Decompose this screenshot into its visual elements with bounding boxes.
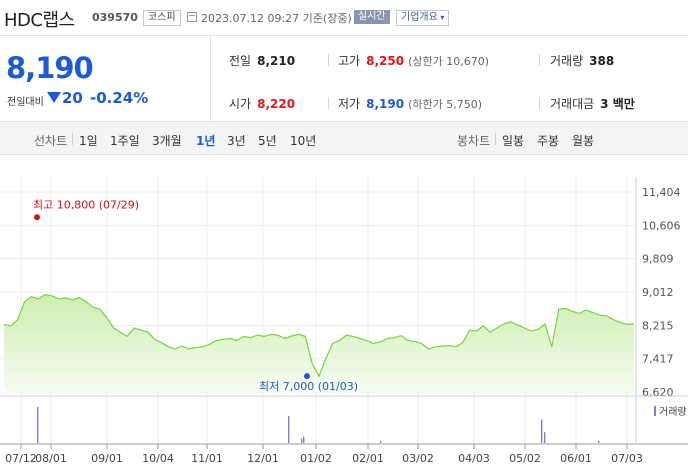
prev-close-value: 8,210 [257, 54, 295, 68]
x-tick-label: 04/03 [458, 452, 490, 465]
volume-value: 388 [589, 54, 614, 68]
candle-daily[interactable]: 일봉 [502, 132, 524, 149]
toolbar-divider [72, 133, 73, 145]
volume-bar [288, 416, 289, 443]
chevron-down-icon: ▾ [438, 13, 445, 22]
y-tick-label: 9,012 [642, 286, 674, 299]
low-value: 8,190 [366, 97, 404, 111]
y-tick-label: 8,215 [642, 319, 674, 332]
trade-value-value: 3 백만 [600, 97, 635, 111]
y-tick-label: 10,606 [642, 219, 681, 232]
x-tick-label: 08/01 [35, 452, 67, 465]
trade-value: 거래대금 3 백만 [550, 95, 635, 112]
candle-weekly[interactable]: 주봉 [537, 132, 559, 149]
low-price: 저가 8,190 (하한가 5,750) [338, 95, 482, 112]
period-5y[interactable]: 5년 [258, 132, 277, 149]
candle-monthly[interactable]: 월봉 [572, 132, 594, 149]
x-tick-label: 01/02 [300, 452, 332, 465]
period-10y[interactable]: 10년 [290, 132, 316, 149]
cell-divider [539, 97, 540, 109]
prev-close: 전일 8,210 [229, 52, 295, 69]
high-annotation: 최고 10,800 (07/29) [33, 198, 139, 211]
open-value: 8,220 [257, 97, 295, 111]
period-3y[interactable]: 3년 [227, 132, 246, 149]
company-info-label: 기업개요 [401, 12, 438, 23]
current-price: 8,190 [6, 51, 93, 85]
volume-legend-swatch [654, 406, 656, 416]
low-marker [304, 373, 310, 379]
y-tick-label: 7,417 [642, 353, 674, 366]
stock-name: HDC랩스 [4, 6, 75, 32]
volume-legend-label: 거래량 [659, 406, 687, 418]
x-tick-label: 07/12 [5, 452, 37, 465]
candle-chart-label: 봉차트 [457, 132, 490, 149]
price-chart: 11,404 10,606 9,809 9,012 8,215 7,417 6,620 07/… [0, 155, 688, 472]
stock-code: 039570 [92, 11, 138, 24]
trade-value-label: 거래대금 [550, 97, 594, 111]
high-marker [34, 214, 40, 220]
volume-label: 거래량 [550, 54, 583, 68]
volume-bar [541, 420, 542, 443]
upper-limit: (상한가 10,670) [408, 55, 489, 68]
cell-divider [328, 97, 329, 109]
high-value: 8,250 [366, 54, 404, 68]
volume-bar [544, 432, 545, 443]
volume: 거래량 388 [550, 52, 614, 69]
down-arrow-icon [47, 92, 61, 103]
x-tick-label: 05/02 [509, 452, 541, 465]
stock-header: HDC랩스 039570 코스피 2023.07.12 09:27 기준(장중)… [0, 0, 688, 36]
low-label: 저가 [338, 97, 360, 111]
x-tick-label: 09/01 [91, 452, 123, 465]
volume-bar [303, 437, 304, 443]
period-1y[interactable]: 1년 [196, 132, 215, 149]
toolbar-divider [495, 133, 496, 145]
price-chart-svg: 11,404 10,606 9,809 9,012 8,215 7,417 6,620 07/… [0, 155, 688, 472]
high-price: 고가 8,250 (상한가 10,670) [338, 52, 489, 69]
low-annotation: 최저 7,000 (01/03) [259, 380, 358, 393]
line-chart-label: 선차트 [34, 132, 67, 149]
x-tick-label: 02/01 [352, 452, 384, 465]
volume-bar [301, 439, 302, 443]
realtime-button[interactable]: 실시간 [354, 10, 390, 24]
volume-bar [380, 441, 381, 443]
x-tick-label: 10/04 [142, 452, 174, 465]
cell-divider [328, 54, 329, 66]
volume-bar [598, 441, 599, 443]
company-info-dropdown[interactable]: 기업개요 ▾ [396, 10, 449, 26]
y-tick-label: 6,620 [642, 386, 674, 399]
cell-divider [539, 54, 540, 66]
period-1d[interactable]: 1일 [79, 132, 98, 149]
period-1w[interactable]: 1주일 [110, 132, 140, 149]
prev-close-label: 전일 [229, 54, 251, 68]
open-price: 시가 8,220 [229, 95, 295, 112]
x-tick-label: 11/01 [191, 452, 223, 465]
x-tick-label: 06/01 [560, 452, 592, 465]
lower-limit: (하한가 5,750) [408, 98, 482, 111]
open-label: 시가 [229, 97, 251, 111]
calendar-icon [187, 12, 197, 22]
change-label: 전일대비 [7, 93, 44, 108]
high-label: 고가 [338, 54, 360, 68]
x-tick-label: 03/02 [402, 452, 434, 465]
x-tick-label: 07/03 [611, 452, 643, 465]
price-change: 20 [62, 89, 83, 107]
market-badge: 코스피 [143, 10, 181, 26]
price-change-percent: -0.24% [90, 89, 148, 107]
x-tick-label: 12/01 [247, 452, 279, 465]
y-tick-label: 11,404 [642, 186, 681, 199]
timestamp: 2023.07.12 09:27 기준(장중) [201, 10, 352, 26]
period-3m[interactable]: 3개월 [152, 132, 182, 149]
y-tick-label: 9,809 [642, 253, 674, 266]
chart-toolbar: 선차트 1일 1주일 3개월 1년 3년 5년 10년 봉차트 일봉 주봉 월봉 [0, 122, 688, 155]
volume-bar [37, 407, 38, 443]
quote-divider [210, 36, 211, 122]
